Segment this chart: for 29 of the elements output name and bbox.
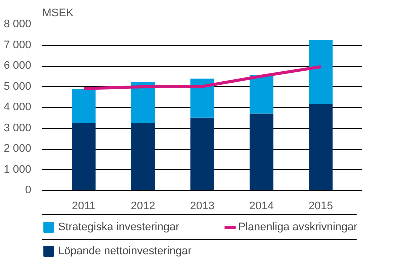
- bar: [250, 75, 274, 114]
- bar: [131, 123, 156, 190]
- chart-title: MSEK: [42, 8, 74, 20]
- y-tick-label: 8 000: [4, 18, 32, 30]
- bar: [190, 78, 214, 118]
- line-series: [82, 66, 323, 90]
- y-tick-label: 4 000: [4, 102, 32, 114]
- y-tick-label: 3 000: [4, 122, 32, 134]
- x-tick-label: 2013: [190, 200, 215, 212]
- legend-label: Löpande nettoinvesteringar: [58, 246, 192, 258]
- legend-label: Strategiska investeringar: [58, 222, 180, 234]
- y-tick-label: 5 000: [4, 80, 32, 93]
- bar: [72, 89, 96, 124]
- x-tick-label: 2012: [131, 200, 156, 212]
- bar: [309, 40, 333, 104]
- bar: [309, 104, 333, 190]
- bar: [131, 82, 156, 124]
- bar: [72, 123, 96, 190]
- x-tick-label: 2011: [72, 200, 96, 212]
- bar: [250, 114, 274, 190]
- y-tick-label: 0: [25, 184, 32, 196]
- y-tick-label: 2 000: [4, 143, 32, 155]
- y-tick-label: 1 000: [4, 164, 32, 176]
- bar: [190, 118, 214, 190]
- x-tick-label: 2015: [308, 200, 334, 212]
- y-tick-label: 7 000: [4, 39, 32, 52]
- y-tick-label: 6 000: [4, 60, 32, 72]
- x-tick-label: 2014: [250, 200, 274, 212]
- legend-label: Planenliga avskrivningar: [238, 222, 358, 234]
